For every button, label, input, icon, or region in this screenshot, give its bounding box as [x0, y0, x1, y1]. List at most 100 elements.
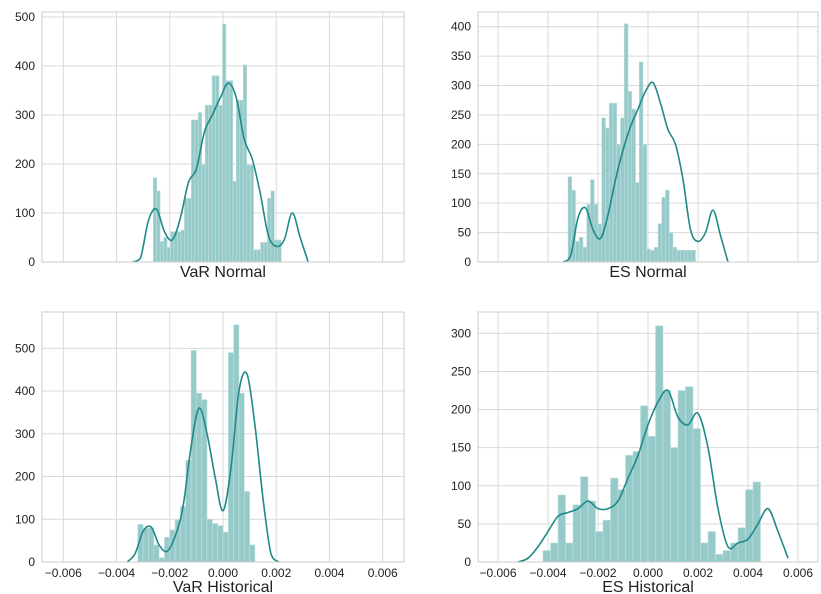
histogram-bar — [177, 231, 182, 263]
histogram-bar — [657, 223, 663, 263]
histogram-bar — [211, 75, 216, 263]
y-tick-label: 200 — [15, 157, 35, 171]
histogram-bar — [565, 542, 574, 563]
y-tick-label: 400 — [451, 20, 471, 34]
histogram-bars — [567, 23, 696, 263]
histogram-bar — [153, 544, 160, 563]
x-axis-label: ES Normal — [609, 264, 686, 281]
histogram-bar — [737, 527, 746, 563]
plot-frame — [41, 11, 405, 263]
histogram-bar — [142, 527, 149, 563]
histogram-bar — [610, 477, 619, 563]
x-tick-label: 0.004 — [733, 566, 763, 580]
histogram-bar — [253, 249, 258, 263]
histogram-bar — [642, 144, 648, 263]
histogram-bar — [602, 519, 611, 563]
histogram-bar — [670, 447, 679, 563]
histogram-bar — [683, 249, 689, 263]
kde-line — [126, 371, 280, 563]
y-tick-label: 400 — [15, 384, 35, 398]
histogram-bar — [578, 236, 584, 263]
x-tick-label: −0.002 — [151, 566, 188, 580]
x-tick-label: −0.006 — [45, 566, 82, 580]
gridlines — [42, 312, 404, 563]
histogram-bar — [707, 531, 716, 563]
x-tick-label: 0.006 — [368, 566, 398, 580]
histogram-bar — [232, 180, 237, 263]
histogram-bar — [225, 80, 230, 263]
histogram-bar — [274, 239, 279, 263]
kde-line — [517, 389, 789, 563]
histogram-bar — [590, 179, 595, 263]
histogram-bar — [249, 544, 256, 563]
y-tick-label: 500 — [15, 10, 35, 24]
histogram-bar — [582, 246, 588, 263]
chart-panel-4: 0 50 100 150 200 250 300 −0.006 −0.004 −0.002 0.00… — [451, 311, 819, 594]
x-tick-label: −0.004 — [529, 566, 566, 580]
histogram-bar — [148, 527, 155, 563]
histogram-bar — [646, 248, 651, 263]
histogram-bar — [277, 239, 282, 263]
histogram-bar — [665, 189, 670, 263]
histogram-bar — [238, 392, 245, 563]
kde-line — [562, 81, 729, 263]
y-tick-label: 100 — [15, 206, 35, 220]
y-tick-label: 300 — [15, 108, 35, 122]
histogram-bar — [163, 237, 168, 263]
y-tick-label: 0 — [28, 555, 35, 569]
histogram-bar — [676, 249, 681, 263]
histogram-bar — [267, 197, 272, 263]
x-axis-label: VaR Normal — [180, 264, 266, 281]
histogram-bar — [601, 117, 606, 263]
plot-frame — [477, 11, 819, 263]
histogram-bar — [197, 112, 203, 263]
x-tick-label: 0.000 — [633, 566, 663, 580]
histogram-bar — [152, 177, 158, 263]
histogram-bar — [700, 542, 709, 563]
y-tick-label: 0 — [28, 255, 35, 269]
histogram-bar — [745, 489, 754, 563]
y-tick-label: 250 — [451, 364, 471, 378]
histogram-bar — [542, 550, 551, 563]
histogram-bar — [158, 557, 165, 563]
histogram-bar — [170, 231, 175, 263]
histogram-bar — [156, 190, 161, 263]
histogram-bar — [627, 91, 633, 263]
histogram-bar — [575, 241, 580, 263]
y-tick-label: 250 — [451, 108, 471, 122]
histogram-bar — [256, 249, 261, 263]
histogram-bar — [691, 249, 696, 263]
y-tick-label: 100 — [15, 512, 35, 526]
y-tick-label: 0 — [464, 255, 471, 269]
y-tick-label: 50 — [458, 517, 472, 531]
y-tick-label: 100 — [451, 196, 471, 210]
histogram-bar — [672, 246, 678, 263]
x-axis-label: ES Historical — [602, 579, 694, 594]
y-tick-label: 200 — [15, 470, 35, 484]
histogram-bars — [152, 23, 282, 263]
histogram-bar — [662, 390, 671, 563]
histogram-bar — [187, 197, 192, 263]
chart-panel-1: 0 100 200 300 400 500 VaR Normal — [15, 10, 405, 281]
histogram-bar — [715, 554, 724, 563]
histogram-bar — [218, 104, 223, 263]
histogram-bar — [159, 241, 164, 263]
histogram-bar — [233, 324, 240, 563]
histogram-bar — [184, 197, 189, 263]
y-tick-label: 50 — [458, 226, 472, 240]
histogram-bar — [635, 182, 640, 263]
histogram-bar — [722, 550, 731, 563]
plot-frame — [41, 311, 405, 563]
histogram-bar — [580, 476, 589, 563]
histogram-bar — [685, 386, 694, 563]
histogram-bar — [263, 242, 268, 263]
histogram-bar — [687, 249, 693, 263]
y-tick-label: 150 — [451, 441, 471, 455]
x-axis-label: VaR Historical — [173, 579, 273, 594]
y-tick-label: 0 — [464, 555, 471, 569]
histogram-bar — [605, 127, 610, 263]
histogram-bar — [190, 350, 197, 563]
histogram-bar — [597, 223, 603, 263]
x-tick-label: 0.000 — [208, 566, 238, 580]
histogram-bar — [653, 246, 659, 263]
